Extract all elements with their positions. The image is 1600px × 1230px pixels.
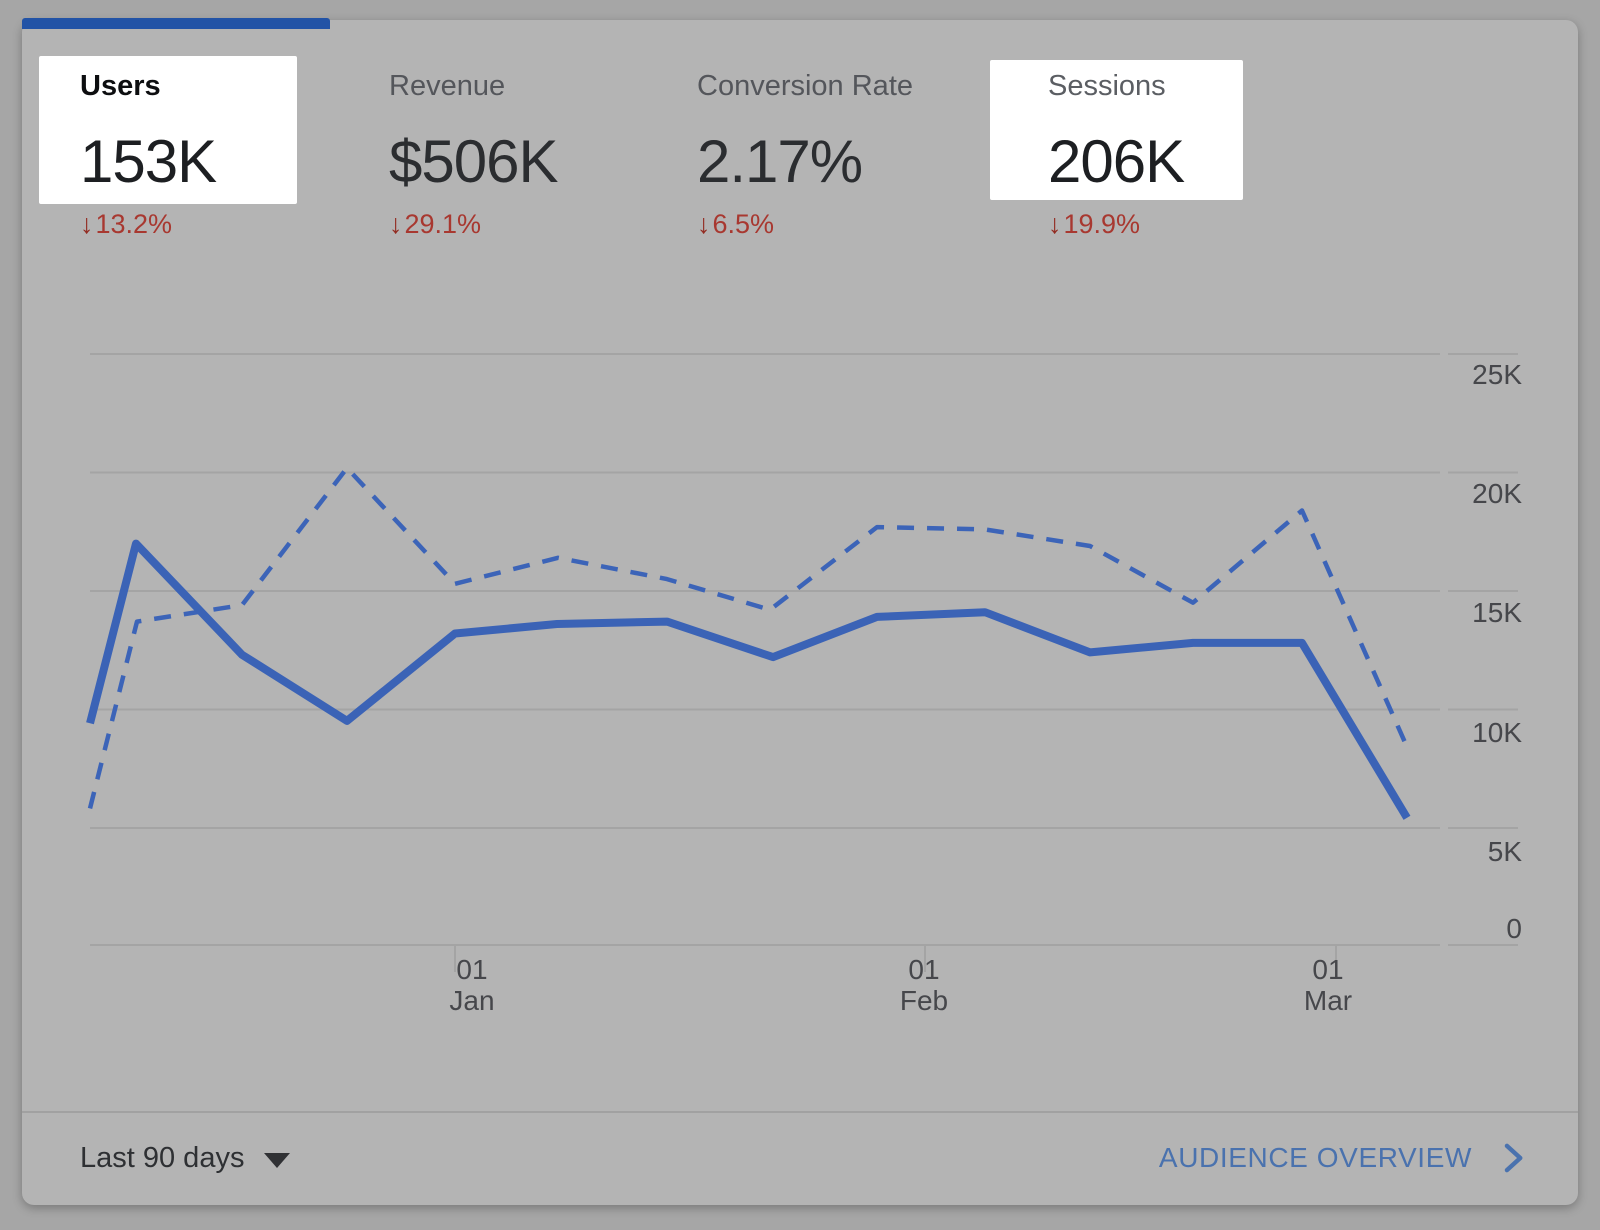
dropdown-caret-icon bbox=[264, 1152, 291, 1168]
overview-card bbox=[22, 20, 1578, 1205]
x-axis-tick-label: 01 Jan bbox=[412, 954, 532, 1016]
footer-divider bbox=[22, 1111, 1578, 1113]
metric-change-value: 19.9% bbox=[1063, 209, 1141, 239]
metric-label: Revenue bbox=[389, 70, 506, 102]
metric-value: 153K bbox=[80, 128, 217, 195]
y-axis-tick-label: 15K bbox=[1472, 597, 1522, 628]
y-axis-tick-label: 0 bbox=[1506, 913, 1522, 944]
x-tick-month: Mar bbox=[1303, 985, 1353, 1016]
chevron-right-icon bbox=[1504, 1143, 1523, 1173]
audience-overview-label: AUDIENCE OVERVIEW bbox=[1158, 1142, 1472, 1173]
down-arrow-icon: ↓ bbox=[389, 209, 403, 239]
metric-change: ↓29.1% bbox=[389, 208, 481, 240]
audience-overview-link[interactable]: AUDIENCE OVERVIEW bbox=[1159, 1138, 1528, 1178]
users-highlight-box bbox=[39, 56, 297, 204]
metric-value: 2.17% bbox=[697, 128, 863, 195]
metric-change: ↓19.9% bbox=[1048, 208, 1140, 240]
metric-change: ↓6.5% bbox=[697, 208, 774, 240]
active-tab-indicator bbox=[22, 18, 330, 29]
metric-change: ↓13.2% bbox=[80, 208, 172, 240]
x-tick-day: 01 bbox=[908, 954, 940, 985]
date-range-selector[interactable]: Last 90 days bbox=[80, 1138, 291, 1178]
x-tick-month: Feb bbox=[899, 985, 949, 1016]
metric-label: Sessions bbox=[1048, 70, 1166, 102]
y-axis-tick-label: 20K bbox=[1472, 478, 1522, 509]
x-tick-day: 01 bbox=[456, 954, 488, 985]
sessions-line bbox=[87, 465, 1410, 809]
down-arrow-icon: ↓ bbox=[80, 209, 94, 239]
y-axis-tick-label: 10K bbox=[1472, 717, 1522, 748]
x-tick-month: Jan bbox=[449, 985, 495, 1016]
metric-change-value: 13.2% bbox=[95, 209, 173, 239]
chart-grid bbox=[90, 353, 1518, 972]
x-tick-day: 01 bbox=[1312, 954, 1344, 985]
x-axis-tick-label: 01 Feb bbox=[864, 954, 984, 1016]
down-arrow-icon: ↓ bbox=[697, 209, 711, 239]
metric-label: Conversion Rate bbox=[697, 70, 913, 102]
x-axis-tick-label: 01 Mar bbox=[1268, 954, 1388, 1016]
y-axis-tick-label: 5K bbox=[1487, 836, 1522, 867]
metric-label: Users bbox=[80, 70, 161, 102]
metric-change-value: 6.5% bbox=[712, 209, 775, 239]
metric-value: $506K bbox=[389, 128, 558, 195]
date-range-label: Last 90 days bbox=[80, 1142, 245, 1174]
metric-change-value: 29.1% bbox=[404, 209, 482, 239]
metric-value: 206K bbox=[1048, 128, 1185, 195]
y-axis-tick-label: 25K bbox=[1472, 359, 1522, 390]
down-arrow-icon: ↓ bbox=[1048, 209, 1062, 239]
users-line bbox=[86, 539, 1411, 820]
sessions-highlight-box bbox=[990, 60, 1243, 200]
